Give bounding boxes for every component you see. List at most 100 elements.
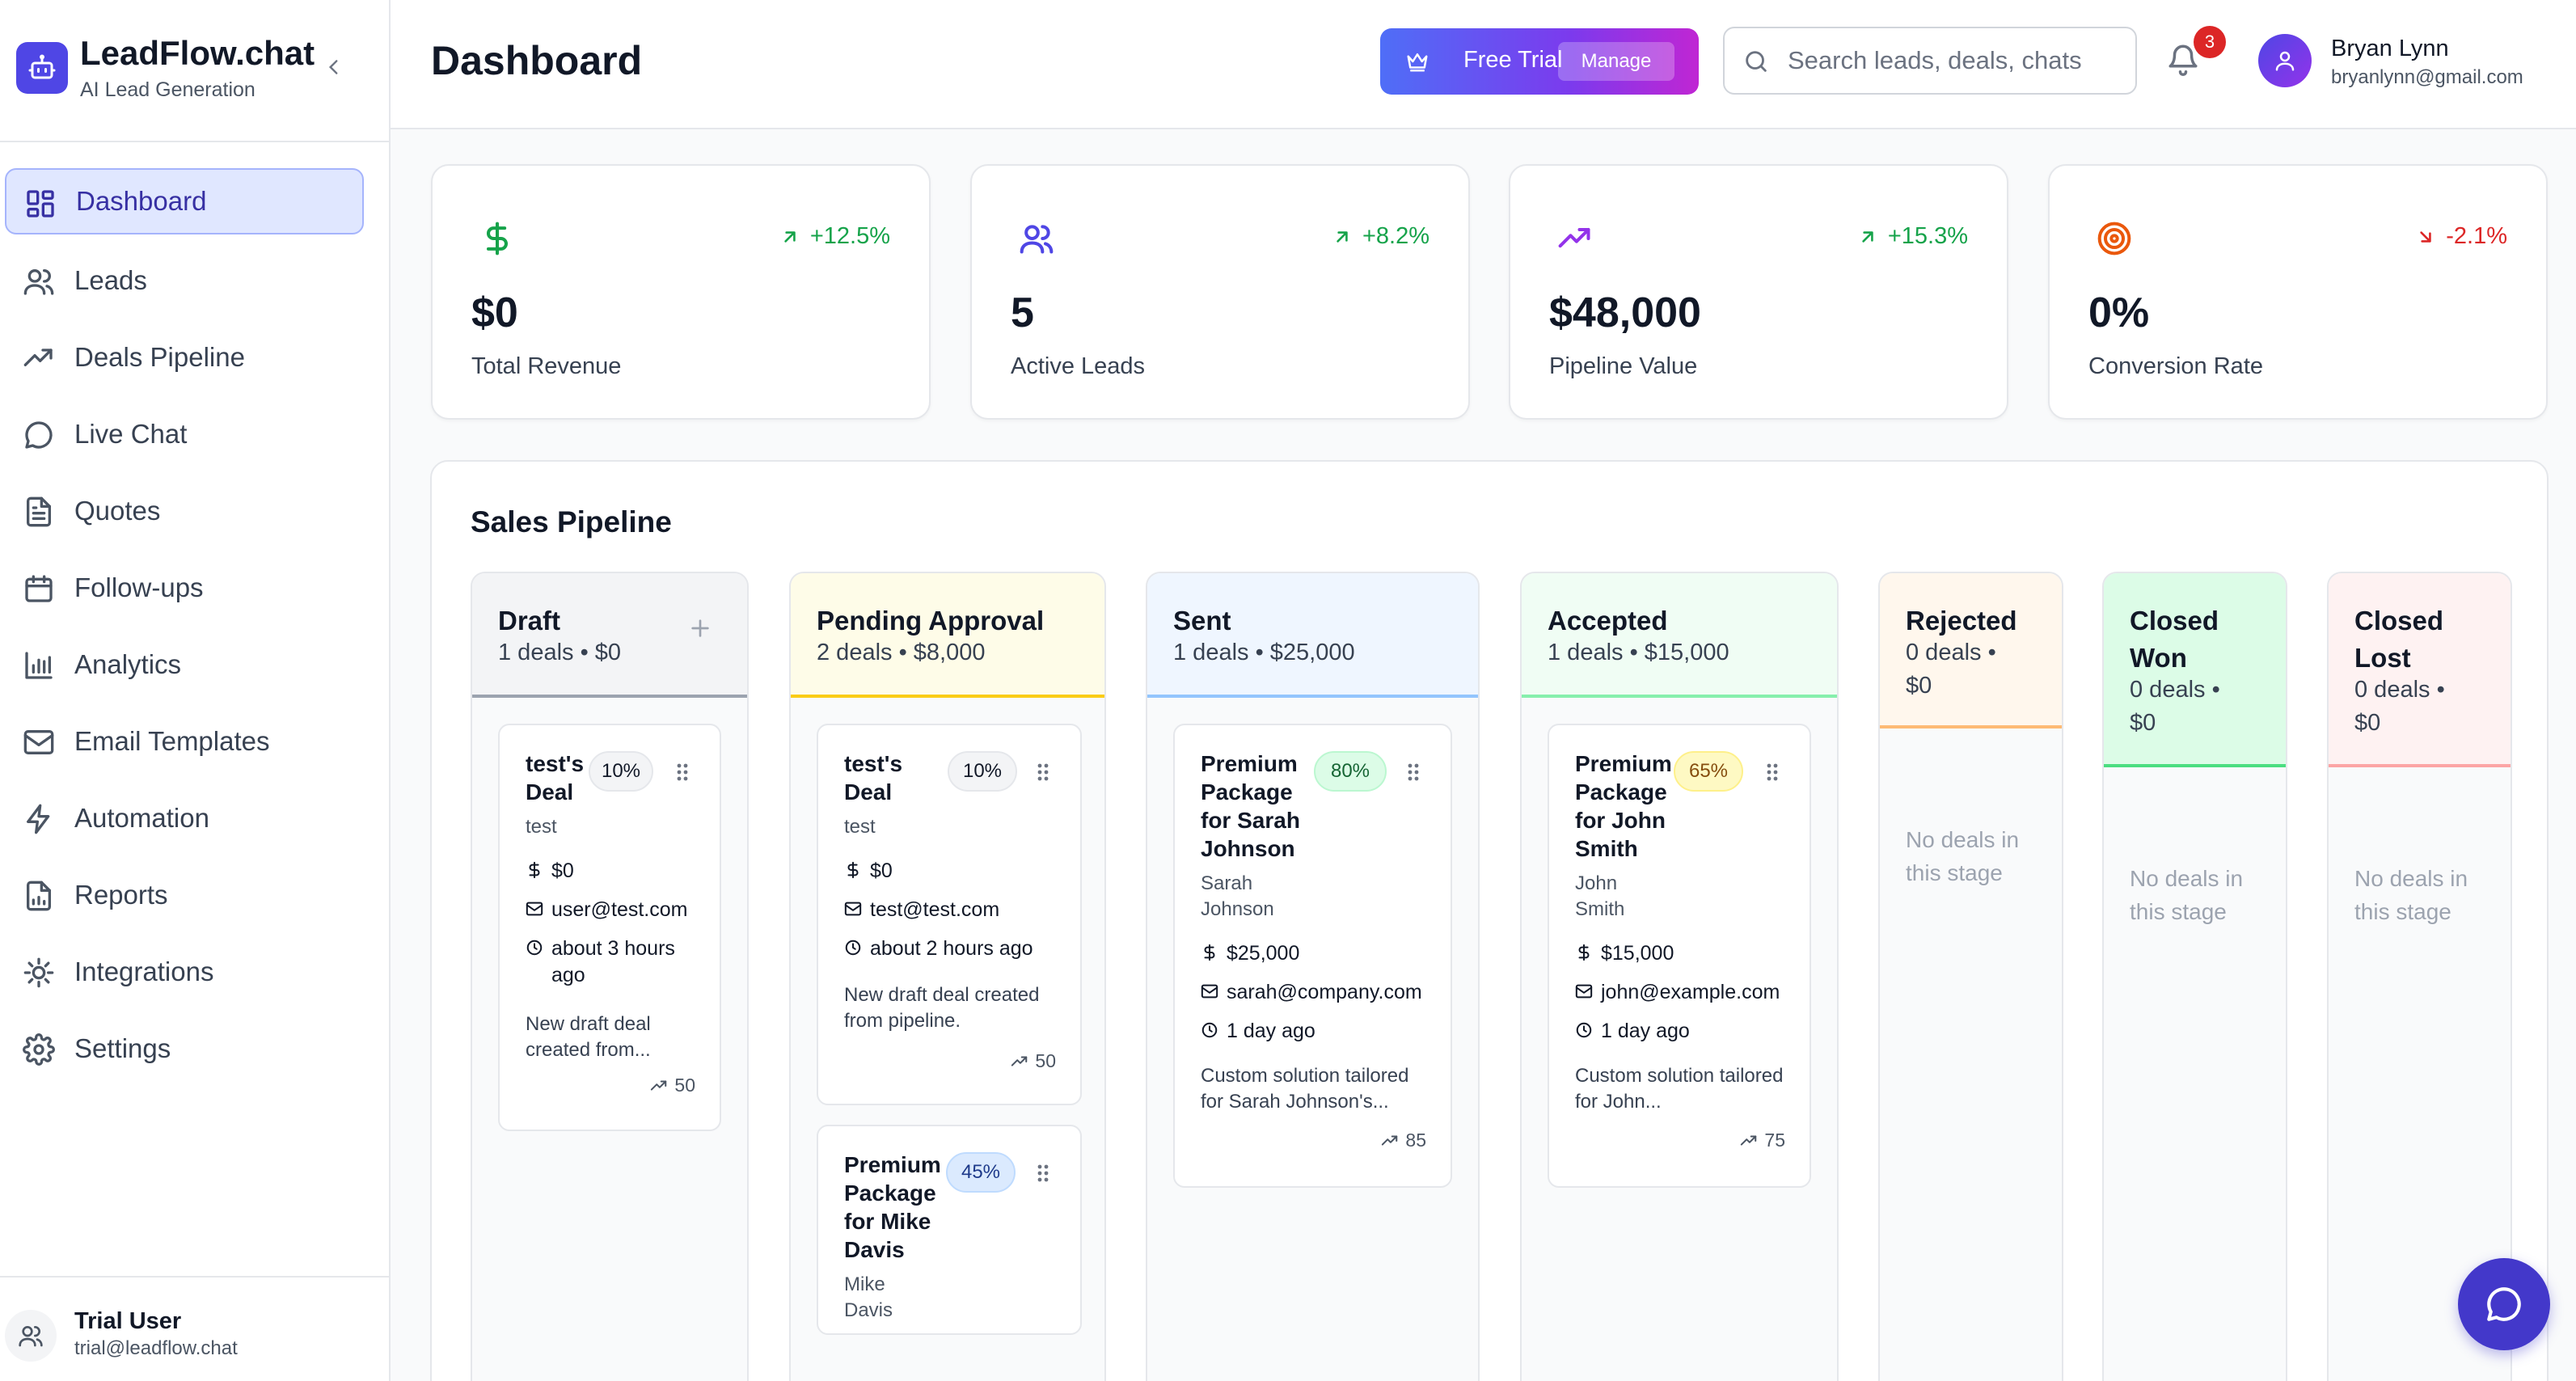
empty-stage-text: No deals in this stage — [2130, 866, 2244, 924]
pipeline-column-closed-won: Closed Won 0 deals • $0 No deals in this … — [2102, 572, 2287, 1381]
calendar-icon — [25, 575, 53, 602]
sidebar-item-label: Leads — [74, 265, 147, 295]
deal-email: john@example.com — [1601, 981, 1780, 1003]
stat-trend: +15.3% — [1857, 223, 1968, 250]
column-header: Draft 1 deals • $0 — [472, 573, 747, 698]
column-title: Pending Approval — [817, 606, 1045, 636]
deal-time-row: 1 day ago — [1201, 1018, 1427, 1045]
cog-icon — [23, 957, 54, 988]
nav-icon-wrap — [24, 188, 57, 220]
deal-email: user@test.com — [551, 898, 688, 921]
stat-label: Pipeline Value — [1549, 353, 1698, 379]
collapse-sidebar-button[interactable] — [320, 50, 348, 84]
deal-time: about 3 hours ago — [551, 937, 675, 986]
nav-icon-wrap — [23, 726, 55, 758]
stat-value: 0% — [2088, 289, 2150, 336]
sidebar-item-label: Quotes — [74, 496, 161, 526]
drag-handle[interactable] — [674, 761, 690, 783]
trending-up-icon — [1558, 227, 1590, 248]
sidebar-item-deals-pipeline[interactable]: Deals Pipeline — [5, 324, 364, 391]
nav-icon-wrap — [23, 265, 55, 298]
trending-up-icon — [1011, 1055, 1028, 1066]
column-meta: 0 deals • $0 — [2354, 677, 2445, 736]
sidebar-item-email-templates[interactable]: Email Templates — [5, 708, 364, 775]
drag-handle[interactable] — [1405, 761, 1421, 783]
sidebar-item-dashboard[interactable]: Dashboard — [5, 168, 364, 234]
deal-value-row: $0 — [526, 858, 574, 885]
deal-contact: Mike Davis — [844, 1273, 893, 1321]
search-input[interactable] — [1788, 40, 2127, 82]
dollar-icon — [486, 222, 508, 256]
column-header: Rejected 0 deals • $0 — [1880, 573, 2062, 729]
header-user-avatar[interactable] — [2258, 34, 2312, 87]
deal-email-row: test@test.com — [844, 897, 999, 923]
column-title: Sent — [1173, 606, 1231, 636]
stat-icon-wrap — [1019, 221, 1054, 256]
sidebar-item-live-chat[interactable]: Live Chat — [5, 401, 364, 467]
add-deal-button[interactable] — [687, 615, 716, 644]
free-trial-button[interactable]: Free Trial Manage — [1380, 28, 1699, 95]
deal-email: test@test.com — [870, 898, 1000, 921]
report-icon — [27, 881, 51, 911]
drag-handle[interactable] — [1035, 761, 1051, 783]
drag-handle[interactable] — [1035, 1162, 1051, 1185]
sidebar-item-label: Live Chat — [74, 419, 188, 449]
stat-trend: +8.2% — [1332, 223, 1429, 250]
deal-score-value: 75 — [1764, 1130, 1785, 1151]
manage-subscription-button[interactable]: Manage — [1558, 42, 1674, 81]
pipeline-title: Sales Pipeline — [471, 505, 672, 538]
chevron-left-icon — [328, 60, 338, 74]
stat-label: Total Revenue — [471, 353, 622, 379]
stat-card-total-revenue: +12.5% $0 Total Revenue — [431, 164, 931, 420]
sidebar-item-label: Dashboard — [76, 186, 207, 216]
stat-trend: +12.5% — [779, 223, 890, 250]
bell-icon — [2168, 44, 2198, 76]
sidebar-item-leads[interactable]: Leads — [5, 247, 364, 314]
deal-value: $0 — [551, 859, 574, 882]
deal-card[interactable]: test's Deal 10% test $0 user@test.com ab… — [498, 724, 721, 1131]
sidebar-item-integrations[interactable]: Integrations — [5, 939, 364, 1005]
sidebar-item-automation[interactable]: Automation — [5, 785, 364, 851]
chat-bubble-icon — [2487, 1287, 2521, 1321]
footer-user-email: trial@leadflow.chat — [74, 1337, 238, 1359]
deal-card[interactable]: Premium Package for Sarah Johnson 80% Sa… — [1173, 724, 1452, 1188]
empty-stage-text: No deals in this stage — [2354, 866, 2468, 924]
deal-card[interactable]: Premium Package for John Smith 65% John … — [1548, 724, 1811, 1188]
column-meta: 1 deals • $15,000 — [1548, 640, 1729, 665]
deal-card[interactable]: Premium Package for Mike Davis 45% Mike … — [817, 1125, 1082, 1335]
dollar-icon — [847, 861, 859, 879]
open-chat-button[interactable] — [2458, 1258, 2550, 1350]
notifications-button[interactable] — [2166, 42, 2206, 82]
deal-score-value: 85 — [1405, 1130, 1426, 1151]
sidebar-item-label: Deals Pipeline — [74, 342, 245, 372]
arrow-down-right-icon — [2420, 230, 2431, 243]
deal-card[interactable]: test's Deal 10% test $0 test@test.com ab… — [817, 724, 1082, 1105]
trending-up-icon — [1382, 1134, 1398, 1146]
sidebar-item-settings[interactable]: Settings — [5, 1016, 364, 1082]
drag-handle-icon — [1408, 763, 1419, 781]
sidebar-item-label: Reports — [74, 880, 168, 910]
stat-label: Active Leads — [1011, 353, 1146, 379]
plus-icon — [691, 619, 709, 637]
deal-value-row: $25,000 — [1201, 940, 1299, 967]
deal-contact: test — [844, 816, 876, 838]
sidebar-user-footer[interactable]: Trial User trial@leadflow.chat — [0, 1276, 389, 1381]
deal-description: Custom solution tailored for Sarah Johns… — [1201, 1065, 1409, 1113]
drag-handle[interactable] — [1764, 761, 1780, 783]
deal-score: 50 — [650, 1075, 695, 1096]
sidebar-item-follow-ups[interactable]: Follow-ups — [5, 555, 364, 621]
trending-up-icon — [651, 1079, 667, 1091]
deal-score: 75 — [1740, 1130, 1785, 1151]
trending-up-icon — [23, 348, 53, 366]
settings-icon — [23, 1033, 55, 1066]
sidebar-item-reports[interactable]: Reports — [5, 862, 364, 928]
nav-icon-wrap — [23, 419, 55, 451]
column-header: Sent 1 deals • $25,000 — [1147, 573, 1478, 698]
stat-trend-value: +15.3% — [1887, 223, 1968, 249]
sidebar-item-quotes[interactable]: Quotes — [5, 478, 364, 544]
deal-description: New draft deal created from pipeline. — [844, 984, 1040, 1032]
column-title: Closed Won — [2130, 606, 2219, 674]
sidebar-item-analytics[interactable]: Analytics — [5, 631, 364, 698]
drag-handle-icon — [1037, 1164, 1049, 1182]
deal-contact: Sarah Johnson — [1201, 872, 1274, 920]
